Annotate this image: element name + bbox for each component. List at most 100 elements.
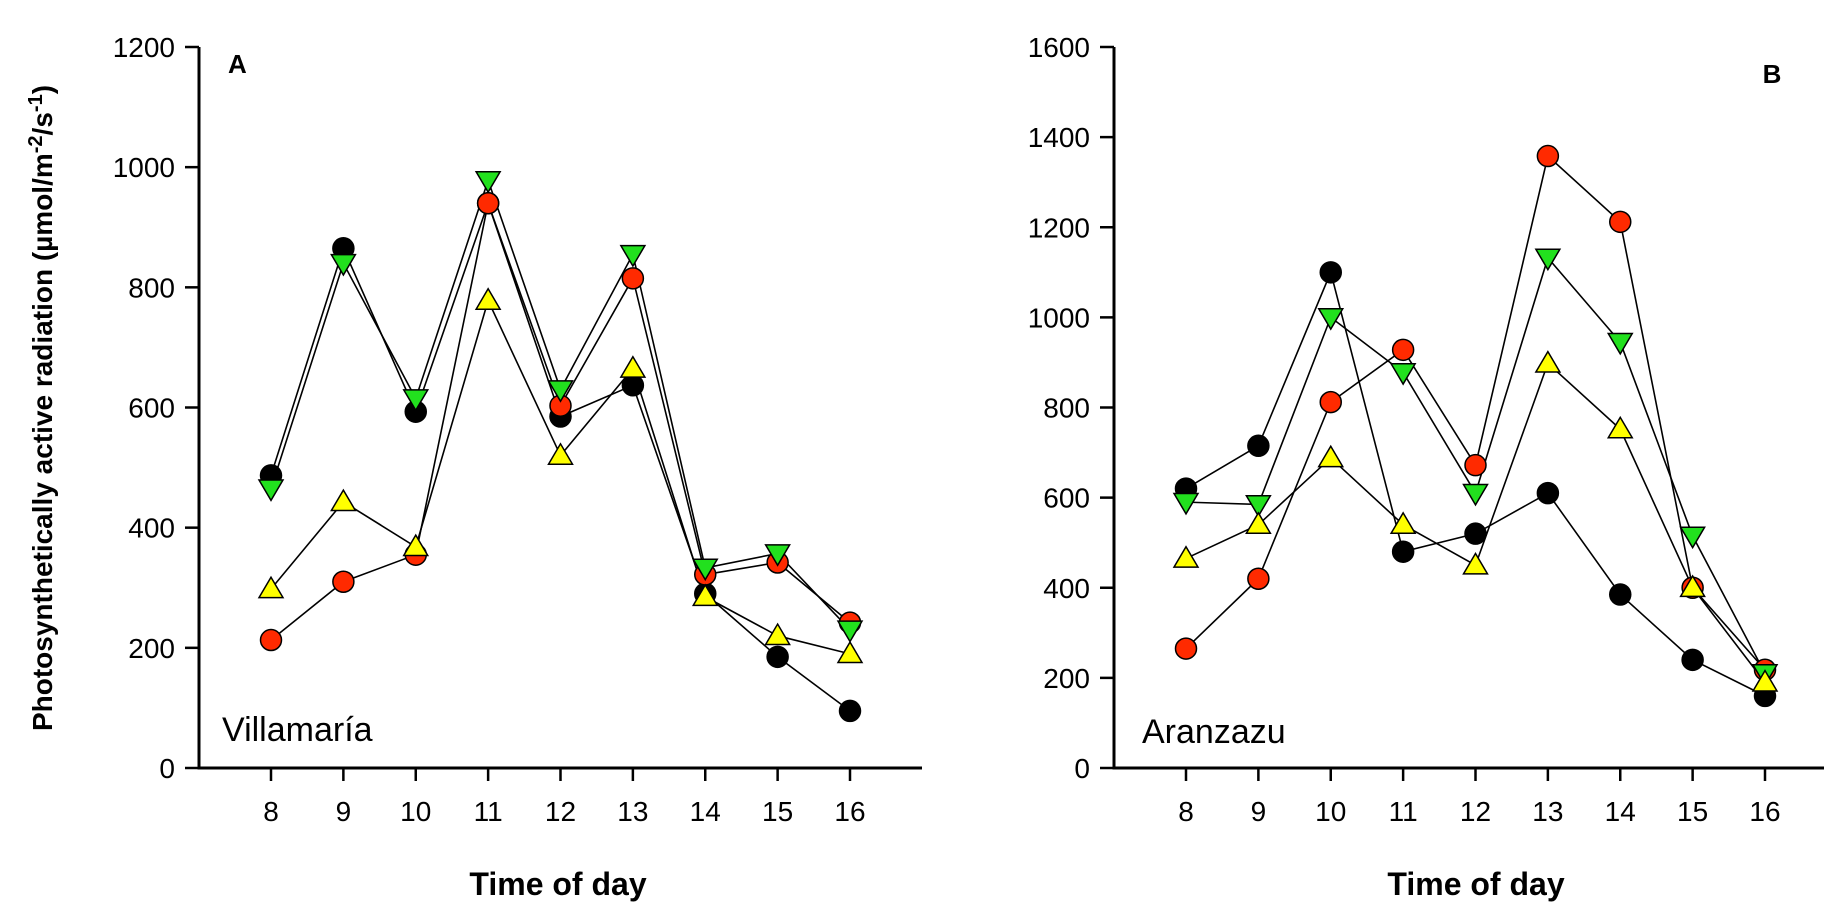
panel-b-point-west xyxy=(1247,567,1270,590)
panel-b-point-north xyxy=(1172,492,1200,516)
panel-b-x-tick-label: 11 xyxy=(1389,796,1418,827)
panel-a-point-east xyxy=(838,699,862,723)
panel-b-point-east xyxy=(1319,261,1342,284)
panel-b-point-south xyxy=(1679,574,1706,598)
panel-b-point-north xyxy=(1679,526,1706,550)
panel-b-point-east xyxy=(1247,434,1270,458)
panel-b-x-tick-label: 9 xyxy=(1251,796,1267,827)
panel-a-point-north xyxy=(836,620,864,644)
panel-b-point-south xyxy=(1172,545,1200,568)
panel-a-x-tick-label: 13 xyxy=(617,796,648,827)
panel-a-x-axis-label: Time of day xyxy=(469,866,646,902)
panel-a-axes: 0 200 400 600 800 1000 1200 8 9 10 11 12 13 14 15 16 xyxy=(113,32,922,827)
panel-b-x-tick-label: 10 xyxy=(1315,796,1346,827)
panel-b-point-east xyxy=(1536,481,1560,505)
panel-a-point-north xyxy=(691,558,719,582)
panel-a-series xyxy=(257,170,864,723)
panel-a-point-south xyxy=(836,640,864,664)
y-axis-label-end: ) xyxy=(27,85,58,94)
panel-b-y-tick-label: 1200 xyxy=(1028,212,1090,243)
panel-b-series xyxy=(1172,144,1779,708)
panel-b-point-north xyxy=(1606,332,1634,356)
panel-b-point-south xyxy=(1606,415,1634,439)
panel-b-x-tick-label: 14 xyxy=(1605,796,1636,827)
panel-a-point-north xyxy=(257,479,285,502)
panel-b-point-west xyxy=(1609,210,1632,234)
panel-a-x-tick-label: 14 xyxy=(690,796,721,827)
panel-a-y-tick-label: 400 xyxy=(128,513,175,544)
panel-a-point-west xyxy=(259,628,283,652)
panel-a-point-north xyxy=(547,380,574,403)
panel-a-point-south xyxy=(619,355,647,378)
panel-a-y-tick-label: 200 xyxy=(128,633,175,664)
panel-b-y-tick-label: 800 xyxy=(1043,393,1090,424)
panel-b-letter: B xyxy=(1763,59,1782,89)
panel-b-point-north xyxy=(1462,483,1489,507)
panel-a-y-tick-label: 800 xyxy=(128,272,175,303)
panel-b-point-north xyxy=(1317,307,1345,331)
panel-b-point-south xyxy=(1317,444,1345,468)
panel-b-axes: 0 200 400 600 800 1000 1200 1400 1600 8 9 10 11 12 13 1… xyxy=(1028,32,1824,827)
panel-a-y-tick-label: 1000 xyxy=(113,152,175,183)
panel-a-point-north xyxy=(330,253,357,277)
panel-a-letter: A xyxy=(228,49,247,79)
panel-a-point-south xyxy=(474,287,502,310)
panel-a-point-north xyxy=(619,244,647,268)
panel-b-x-tick-label: 16 xyxy=(1749,796,1780,827)
panel-a-y-tick-label: 0 xyxy=(159,753,175,784)
panel-b-x-tick-label: 12 xyxy=(1460,796,1491,827)
panel-b-y-tick-label: 600 xyxy=(1043,483,1090,514)
panel-a-point-south xyxy=(764,622,791,646)
panel-a-point-west xyxy=(476,191,500,215)
panel-b-point-east xyxy=(1391,540,1415,563)
panel-b-point-west xyxy=(1536,144,1560,168)
panel-a-location-label: Villamaría xyxy=(222,711,373,749)
panel-b: 0 200 400 600 800 1000 1200 1400 1600 8 9 10 11 12 13 1… xyxy=(1028,32,1824,902)
panel-b-point-west xyxy=(1391,338,1415,362)
panel-a-x-tick-label: 15 xyxy=(762,796,793,827)
panel-b-location-label: Aranzazu xyxy=(1142,713,1286,751)
y-axis-label-mid: /s xyxy=(27,112,58,135)
panel-b-point-south xyxy=(1534,350,1562,373)
panel-b-point-north xyxy=(1389,362,1417,386)
panel-b-point-east xyxy=(1681,648,1704,672)
panel-b-y-tick-label: 200 xyxy=(1043,663,1090,694)
panel-b-point-south xyxy=(1462,551,1489,575)
panel-a-point-north xyxy=(764,544,791,567)
panel-a-point-west xyxy=(332,570,355,593)
panel-a-x-tick-label: 12 xyxy=(545,796,576,827)
panel-a-x-tick-label: 8 xyxy=(263,796,279,827)
panel-a-point-south xyxy=(547,442,574,465)
y-axis-label-main: Photosynthetically active radiation (µmo… xyxy=(27,153,58,731)
panel-a-y-tick-label: 1200 xyxy=(113,32,175,63)
panel-a-series-line-south xyxy=(270,298,851,655)
panel-a-point-east xyxy=(766,645,789,669)
panel-b-x-tick-label: 13 xyxy=(1532,796,1563,827)
panel-b-point-east xyxy=(1464,522,1487,545)
panel-a-x-tick-label: 9 xyxy=(336,796,352,827)
y-axis-label-sup2: -1 xyxy=(25,94,47,112)
panel-a-point-east xyxy=(621,374,645,397)
panel-b-y-tick-label: 1000 xyxy=(1028,302,1090,333)
panel-b-point-east xyxy=(1609,583,1632,606)
y-axis-label-sup1: -2 xyxy=(25,135,47,153)
panel-a-point-north xyxy=(474,170,502,194)
panel-a-y-tick-label: 600 xyxy=(128,393,175,424)
panel-a-x-tick-label: 16 xyxy=(834,796,865,827)
panel-b-point-north xyxy=(1534,248,1562,272)
panel-b-y-tick-label: 1600 xyxy=(1028,32,1090,63)
panel-a-x-tick-label: 11 xyxy=(474,796,503,827)
panel-b-point-south xyxy=(1389,511,1417,535)
panel-a-point-south xyxy=(402,533,430,557)
panel-a-point-south xyxy=(257,575,285,599)
panel-a-point-north xyxy=(402,389,430,412)
panel-b-point-west xyxy=(1464,453,1487,477)
panel-b-point-west xyxy=(1174,637,1198,660)
panel-a-point-south xyxy=(691,583,719,607)
panel-b-y-tick-label: 400 xyxy=(1043,573,1090,604)
panel-b-x-tick-label: 15 xyxy=(1677,796,1708,827)
y-axis-label: Photosynthetically active radiation (µmo… xyxy=(25,85,58,731)
panel-b-point-north xyxy=(1245,494,1272,518)
panel-a-point-west xyxy=(621,267,645,290)
